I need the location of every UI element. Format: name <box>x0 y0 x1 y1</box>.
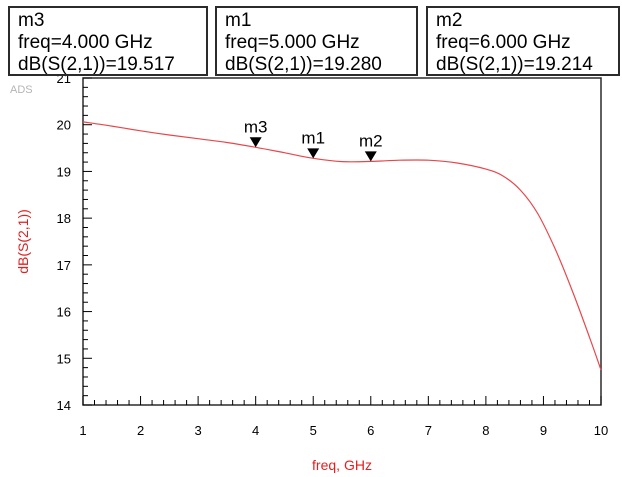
marker-readout-freq: freq=4.000 GHz <box>18 32 153 53</box>
marker-label-m1: m1 <box>301 128 325 147</box>
ads-watermark: ADS <box>10 84 33 96</box>
marker-readout-name: m3 <box>18 10 45 31</box>
marker-readout-freq: freq=6.000 GHz <box>436 32 571 53</box>
x-tick-label: 10 <box>594 423 608 438</box>
x-axis-label: freq, GHz <box>312 457 372 473</box>
marker-readout-value: dB(S(2,1))=19.517 <box>18 54 175 75</box>
marker-readout-m2: m2 freq=6.000 GHz dB(S(2,1))=19.214 <box>426 6 620 76</box>
marker-readout-value: dB(S(2,1))=19.214 <box>436 54 593 75</box>
x-tick-label: 9 <box>540 423 547 438</box>
x-tick-label: 3 <box>194 423 201 438</box>
marker-readout-value: dB(S(2,1))=19.280 <box>225 54 382 75</box>
marker-label-m3: m3 <box>244 117 268 136</box>
y-tick-label: 17 <box>57 258 71 273</box>
marker-readout-freq: freq=5.000 GHz <box>225 32 360 53</box>
marker-readout-m3: m3 freq=4.000 GHz dB(S(2,1))=19.517 <box>8 6 208 76</box>
marker-triangle-m1 <box>307 148 320 159</box>
x-tick-labels: 1 2 3 4 5 6 7 8 9 10 <box>79 423 608 438</box>
s21-trace <box>82 121 602 371</box>
x-tick-label: 7 <box>425 423 432 438</box>
y-tick-label: 19 <box>57 164 71 179</box>
marker-triangle-m3 <box>249 137 262 148</box>
marker-readout-name: m1 <box>225 10 252 31</box>
x-tick-label: 6 <box>367 423 374 438</box>
marker-label-m2: m2 <box>359 131 383 150</box>
y-tick-label: 14 <box>57 398 71 413</box>
x-tick-label: 8 <box>482 423 489 438</box>
y-axis-label: dB(S(2,1)) <box>15 209 31 274</box>
y-tick-label: 16 <box>57 305 71 320</box>
x-tick-label: 1 <box>79 423 86 438</box>
plot-frame <box>82 77 602 406</box>
y-tick-label: 20 <box>57 118 71 133</box>
x-tick-label: 5 <box>310 423 317 438</box>
marker-readout-name: m2 <box>436 10 463 31</box>
y-tick-label: 18 <box>57 211 71 226</box>
marker-triangle-m2 <box>364 151 377 162</box>
marker-layer: m3 m1 m2 <box>244 117 383 162</box>
y-tick-label: 15 <box>57 351 71 366</box>
x-tick-label: 4 <box>252 423 259 438</box>
marker-readout-m1: m1 freq=5.000 GHz dB(S(2,1))=19.280 <box>215 6 418 76</box>
axis-ticks <box>82 77 602 406</box>
x-tick-label: 2 <box>137 423 144 438</box>
